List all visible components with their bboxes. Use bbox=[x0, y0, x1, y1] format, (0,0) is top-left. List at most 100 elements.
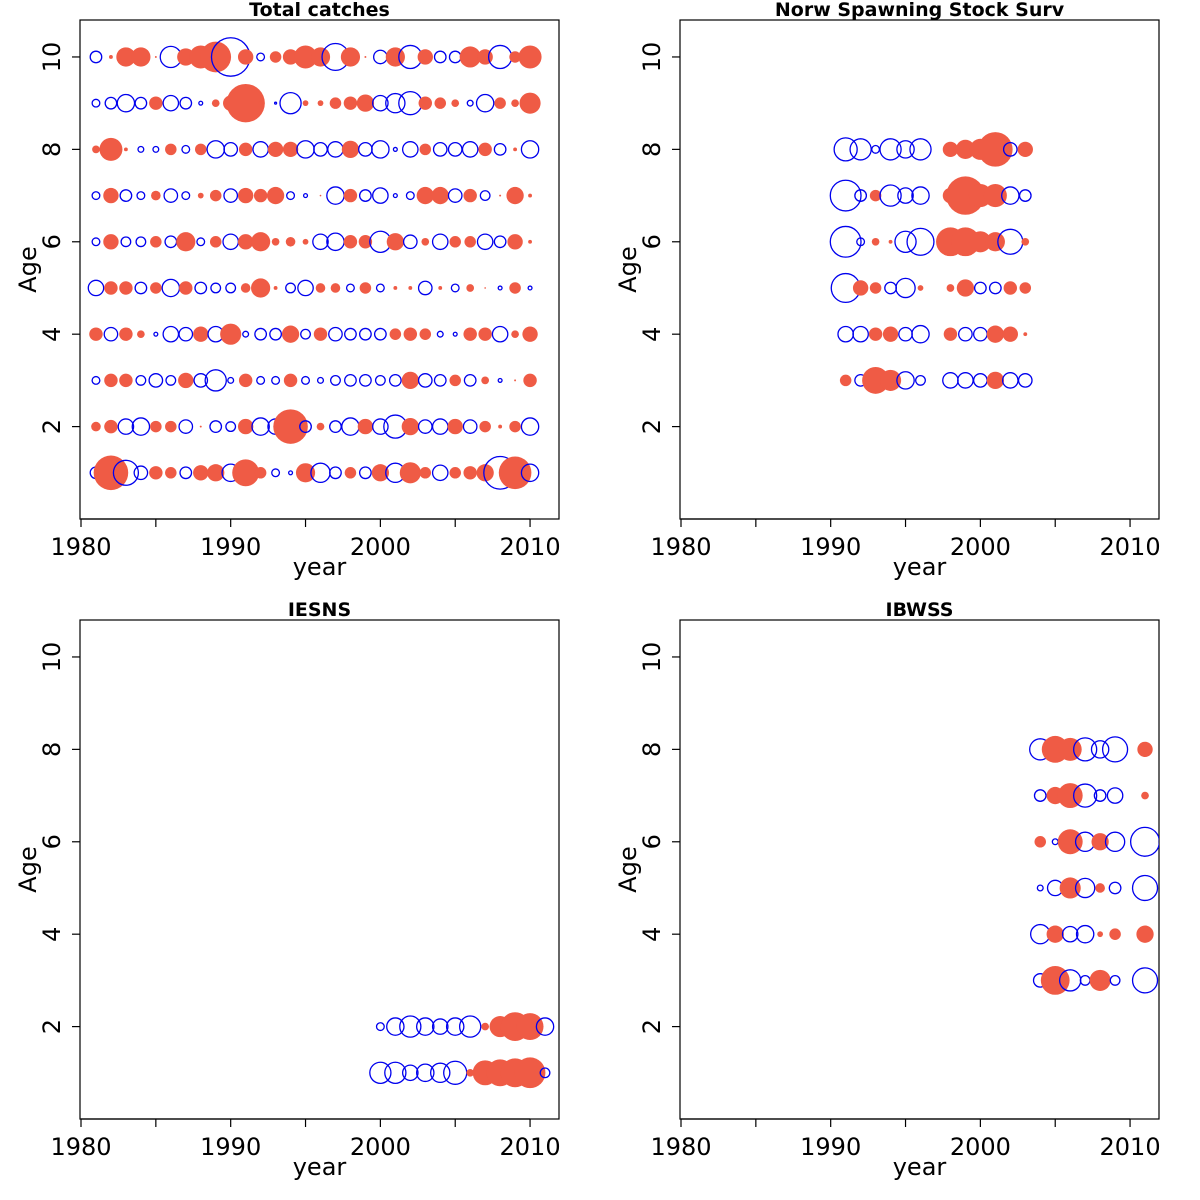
bubble-positive bbox=[946, 284, 955, 292]
bubble-positive bbox=[240, 283, 251, 293]
bubble-positive bbox=[266, 186, 285, 205]
bubble-positive bbox=[951, 227, 980, 257]
bubble-negative bbox=[148, 373, 164, 388]
bubble-negative bbox=[91, 191, 101, 201]
bubble-negative bbox=[405, 191, 415, 201]
bubble-negative bbox=[1106, 787, 1124, 804]
bubble-negative bbox=[330, 374, 341, 386]
bubble-positive bbox=[119, 373, 133, 388]
bubble-positive bbox=[294, 45, 318, 69]
bubble-positive bbox=[356, 94, 375, 112]
bubble-negative bbox=[942, 372, 959, 389]
bubble-negative bbox=[181, 144, 191, 154]
bubble-negative bbox=[957, 372, 974, 389]
bubble-positive bbox=[104, 419, 118, 434]
bubble-negative bbox=[539, 1067, 551, 1079]
bubble-positive bbox=[237, 234, 254, 250]
bubble-negative bbox=[165, 374, 177, 386]
bubble-positive bbox=[498, 424, 503, 429]
bubble-negative bbox=[271, 375, 281, 385]
x-tick-label: 1990 bbox=[200, 533, 261, 561]
bubble-negative bbox=[417, 419, 433, 434]
bubble-positive bbox=[522, 326, 538, 342]
panel-ibwss: IBWSS 1980 1990 2000 2010 year 2 4 6 8 10 Age bbox=[614, 599, 1161, 1181]
bubble-positive bbox=[179, 281, 193, 295]
bubble-positive bbox=[514, 1057, 546, 1089]
x-tick-label: 2010 bbox=[500, 1133, 561, 1161]
bubble-negative bbox=[133, 465, 149, 481]
bubble-positive bbox=[197, 192, 204, 199]
bubble-positive bbox=[281, 325, 300, 343]
bubble-positive bbox=[419, 467, 432, 479]
bubble-positive bbox=[237, 418, 254, 435]
bubble-positive bbox=[1034, 836, 1047, 848]
bubble-positive bbox=[985, 232, 1005, 252]
bubble-positive bbox=[194, 143, 207, 156]
bubble-positive bbox=[1109, 928, 1121, 940]
x-tick-label: 2000 bbox=[950, 533, 1011, 561]
bubble-negative bbox=[251, 417, 270, 436]
bubble-positive bbox=[1057, 783, 1083, 809]
bubble-negative bbox=[491, 325, 509, 343]
bubble-positive bbox=[258, 101, 263, 106]
bubble-negative bbox=[344, 373, 357, 387]
bubble-positive bbox=[254, 467, 267, 479]
bubble-positive bbox=[528, 239, 532, 244]
y-axis-title: Age bbox=[614, 246, 642, 292]
bubble-positive bbox=[253, 188, 268, 203]
y-tick-label: 8 bbox=[638, 742, 666, 757]
bubble-negative bbox=[1093, 789, 1107, 802]
bubble-positive bbox=[466, 284, 475, 292]
bubble-positive bbox=[509, 282, 521, 294]
bubble-negative bbox=[535, 1017, 555, 1036]
bubble-positive bbox=[165, 143, 177, 156]
bubble-negative bbox=[254, 327, 268, 341]
bubble-negative bbox=[112, 459, 140, 486]
bubble-positive bbox=[421, 237, 430, 246]
bubble-negative bbox=[431, 418, 449, 435]
bubble-negative bbox=[372, 94, 389, 112]
panel-iesns: IESNS 1980 1990 2000 2010 year 2 4 6 8 10 Age bbox=[14, 599, 561, 1181]
bubble-positive bbox=[154, 56, 157, 58]
bubble-positive bbox=[868, 327, 883, 341]
bubble-layer bbox=[369, 1012, 555, 1089]
y-tick-label: 2 bbox=[38, 1019, 66, 1034]
bubble-negative bbox=[895, 277, 916, 299]
bubble-positive bbox=[451, 99, 460, 108]
bubble-negative bbox=[461, 141, 479, 158]
bubble-negative bbox=[135, 374, 147, 386]
bubble-negative bbox=[345, 283, 355, 293]
bubble-positive bbox=[343, 235, 358, 249]
bubble-positive bbox=[408, 286, 413, 290]
bubble-positive bbox=[509, 51, 521, 63]
bubble-negative bbox=[429, 1062, 451, 1084]
bubble-negative bbox=[1090, 740, 1110, 759]
bubble-positive bbox=[852, 280, 869, 296]
bubble-negative bbox=[162, 325, 180, 343]
bubble-negative bbox=[193, 373, 209, 388]
bubble-positive bbox=[358, 235, 373, 249]
bubble-negative bbox=[279, 91, 302, 115]
bubble-negative bbox=[493, 235, 507, 249]
bubble-positive bbox=[969, 231, 991, 253]
bubble-positive bbox=[149, 96, 163, 110]
x-axis-title: year bbox=[893, 1153, 947, 1181]
bubble-negative bbox=[476, 233, 494, 251]
bubble-negative bbox=[179, 96, 193, 110]
bubble-negative bbox=[493, 142, 507, 156]
bubble-negative bbox=[462, 419, 478, 434]
bubble-negative bbox=[879, 184, 902, 207]
bubble-negative bbox=[384, 1061, 407, 1085]
bubble-negative bbox=[358, 142, 373, 157]
bubble-negative bbox=[358, 466, 372, 480]
bubble-negative bbox=[327, 141, 344, 158]
bubble-positive bbox=[431, 186, 449, 205]
bubble-positive bbox=[209, 189, 222, 202]
bubble-positive bbox=[150, 236, 162, 248]
bubble-negative bbox=[896, 140, 915, 159]
x-tick-label: 1980 bbox=[650, 1133, 711, 1161]
bubble-negative bbox=[326, 186, 345, 205]
bubble-positive bbox=[1019, 282, 1032, 294]
bubble-negative bbox=[358, 189, 372, 202]
bubble-negative bbox=[1131, 967, 1159, 994]
